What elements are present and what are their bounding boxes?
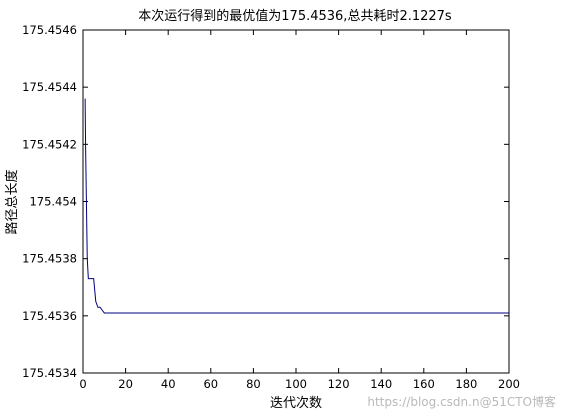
chart-title: 本次运行得到的最优值为175.4536,总共耗时2.1227s [138,8,452,24]
y-axis-label: 路径总长度 [4,169,20,234]
y-axis: 175.4534 175.4536 175.4538 175.454 175.4542 1… [22,23,509,380]
x-tick-label: 100 [285,377,307,391]
x-tick-label: 160 [413,377,435,391]
watermark: https://blog.csdn.n@51CTO博客 [367,394,556,409]
y-tick-label: 175.4536 [22,309,77,323]
plot-area [82,29,510,374]
y-tick-label: 175.4534 [22,366,77,380]
y-tick-label: 175.454 [29,195,77,209]
series-line-0 [84,98,509,314]
x-axis-label: 迭代次数 [270,395,322,411]
x-tick-label: 60 [203,377,218,391]
x-tick-label: 120 [328,377,350,391]
x-tick-label: 20 [118,377,133,391]
y-tick-label: 175.4544 [22,80,77,94]
x-tick-label: 40 [161,377,176,391]
x-tick-label: 80 [246,377,261,391]
x-tick-label: 180 [455,377,477,391]
x-tick-label: 200 [498,377,520,391]
x-tick-label: 0 [79,377,86,391]
y-tick-label: 175.4542 [22,137,77,151]
series-layer [84,98,509,314]
y-tick-label: 175.4538 [22,252,77,266]
y-tick-label: 175.4546 [22,23,77,37]
x-axis: 0 20 40 60 80 100 120 140 160 180 200 [79,30,520,391]
x-tick-label: 140 [370,377,392,391]
